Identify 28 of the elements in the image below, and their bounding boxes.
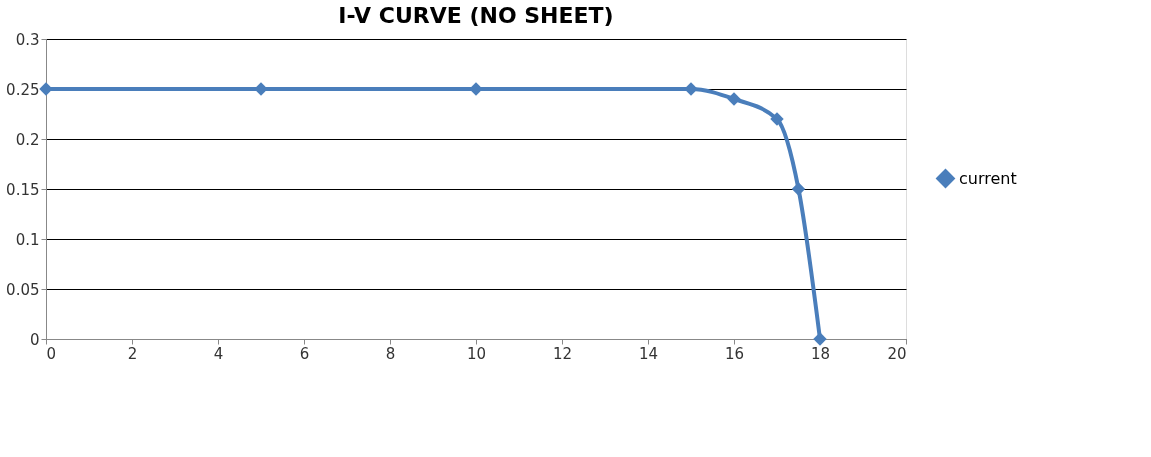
y-tick-label: 0.2 xyxy=(15,130,40,149)
chart-title: I-V CURVE (NO SHEET) xyxy=(338,3,614,28)
x-tick-label: 2 xyxy=(127,344,138,363)
y-tick-label: 0 xyxy=(29,330,40,349)
point xyxy=(254,82,268,96)
y-tick-label: 0.25 xyxy=(6,80,40,99)
point xyxy=(39,82,53,96)
x-tick-label: 4 xyxy=(213,344,224,363)
point xyxy=(684,82,698,96)
x-tick-label: 16 xyxy=(724,344,745,363)
y-tick-label: 0.3 xyxy=(15,30,40,49)
x-tick-label: 0 xyxy=(46,344,57,363)
point xyxy=(791,182,806,196)
point xyxy=(770,112,784,126)
point xyxy=(727,92,741,106)
x-tick-label: 6 xyxy=(299,344,310,363)
x-tick-label: 10 xyxy=(466,344,487,363)
y-tick-label: 0.05 xyxy=(6,280,40,299)
y-tick-label: 0.1 xyxy=(15,230,40,249)
x-tick-label: 8 xyxy=(385,344,396,363)
point xyxy=(813,332,827,346)
x-tick-label: 18 xyxy=(810,344,831,363)
y-tick-label: 0.15 xyxy=(6,180,40,199)
point xyxy=(469,82,483,96)
x-tick-label: 20 xyxy=(887,344,907,363)
legend-label: current xyxy=(959,168,1017,188)
x-tick-label: 12 xyxy=(552,344,573,363)
x-tick-label: 14 xyxy=(638,344,659,363)
